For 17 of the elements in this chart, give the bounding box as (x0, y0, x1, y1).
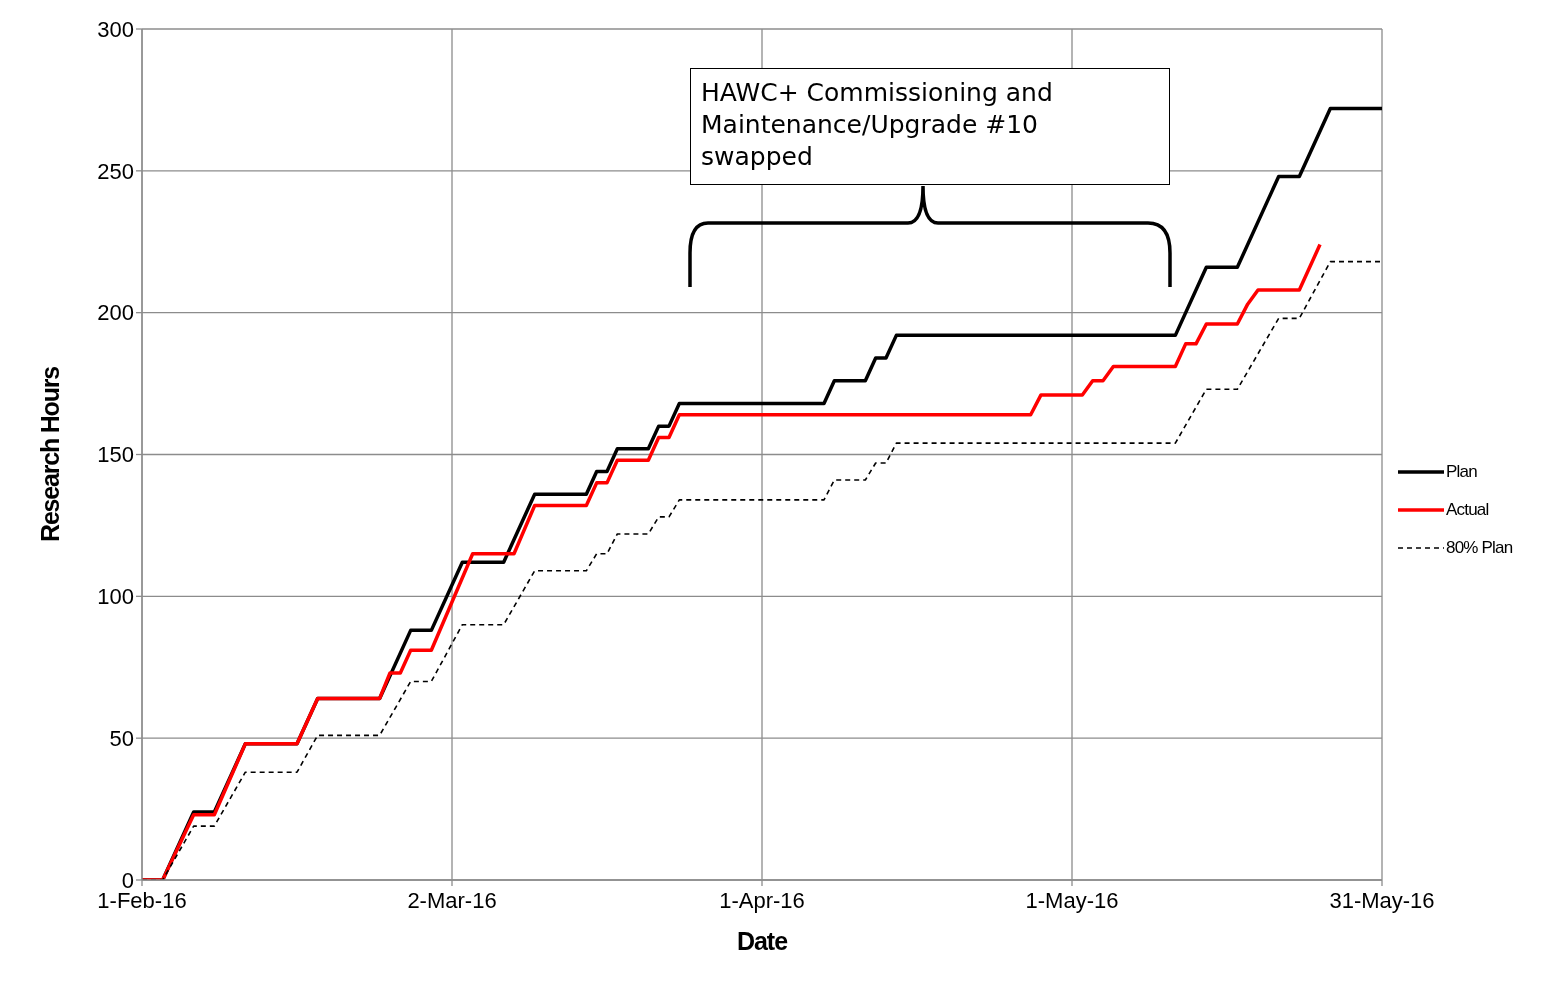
callout-box: HAWC+ Commissioning and Maintenance/Upgrade #10 swapped (690, 68, 1170, 185)
x-axis-title: Date (736, 927, 789, 955)
y-tick-label: 50 (109, 725, 134, 751)
x-tick-label: 1-May-16 (1025, 887, 1119, 913)
legend-label: 80% Plan (1446, 538, 1513, 558)
y-tick-label: 300 (97, 16, 134, 42)
y-tick-label: 200 (97, 300, 134, 326)
legend-label: Actual (1446, 500, 1489, 520)
y-tick-label: 100 (97, 584, 134, 610)
x-tick-label: 2-Mar-16 (407, 887, 497, 913)
y-tick-label: 150 (97, 442, 134, 468)
annotation: HAWC+ Commissioning and Maintenance/Upgrade #10 swapped (701, 77, 1054, 173)
y-axis-title: Research Hours (35, 366, 64, 542)
y-tick-label: 250 (97, 158, 134, 184)
legend-label: Plan (1446, 462, 1477, 482)
x-tick-label: 1-Apr-16 (719, 887, 805, 913)
x-tick-label: 31-May-16 (1329, 887, 1435, 913)
